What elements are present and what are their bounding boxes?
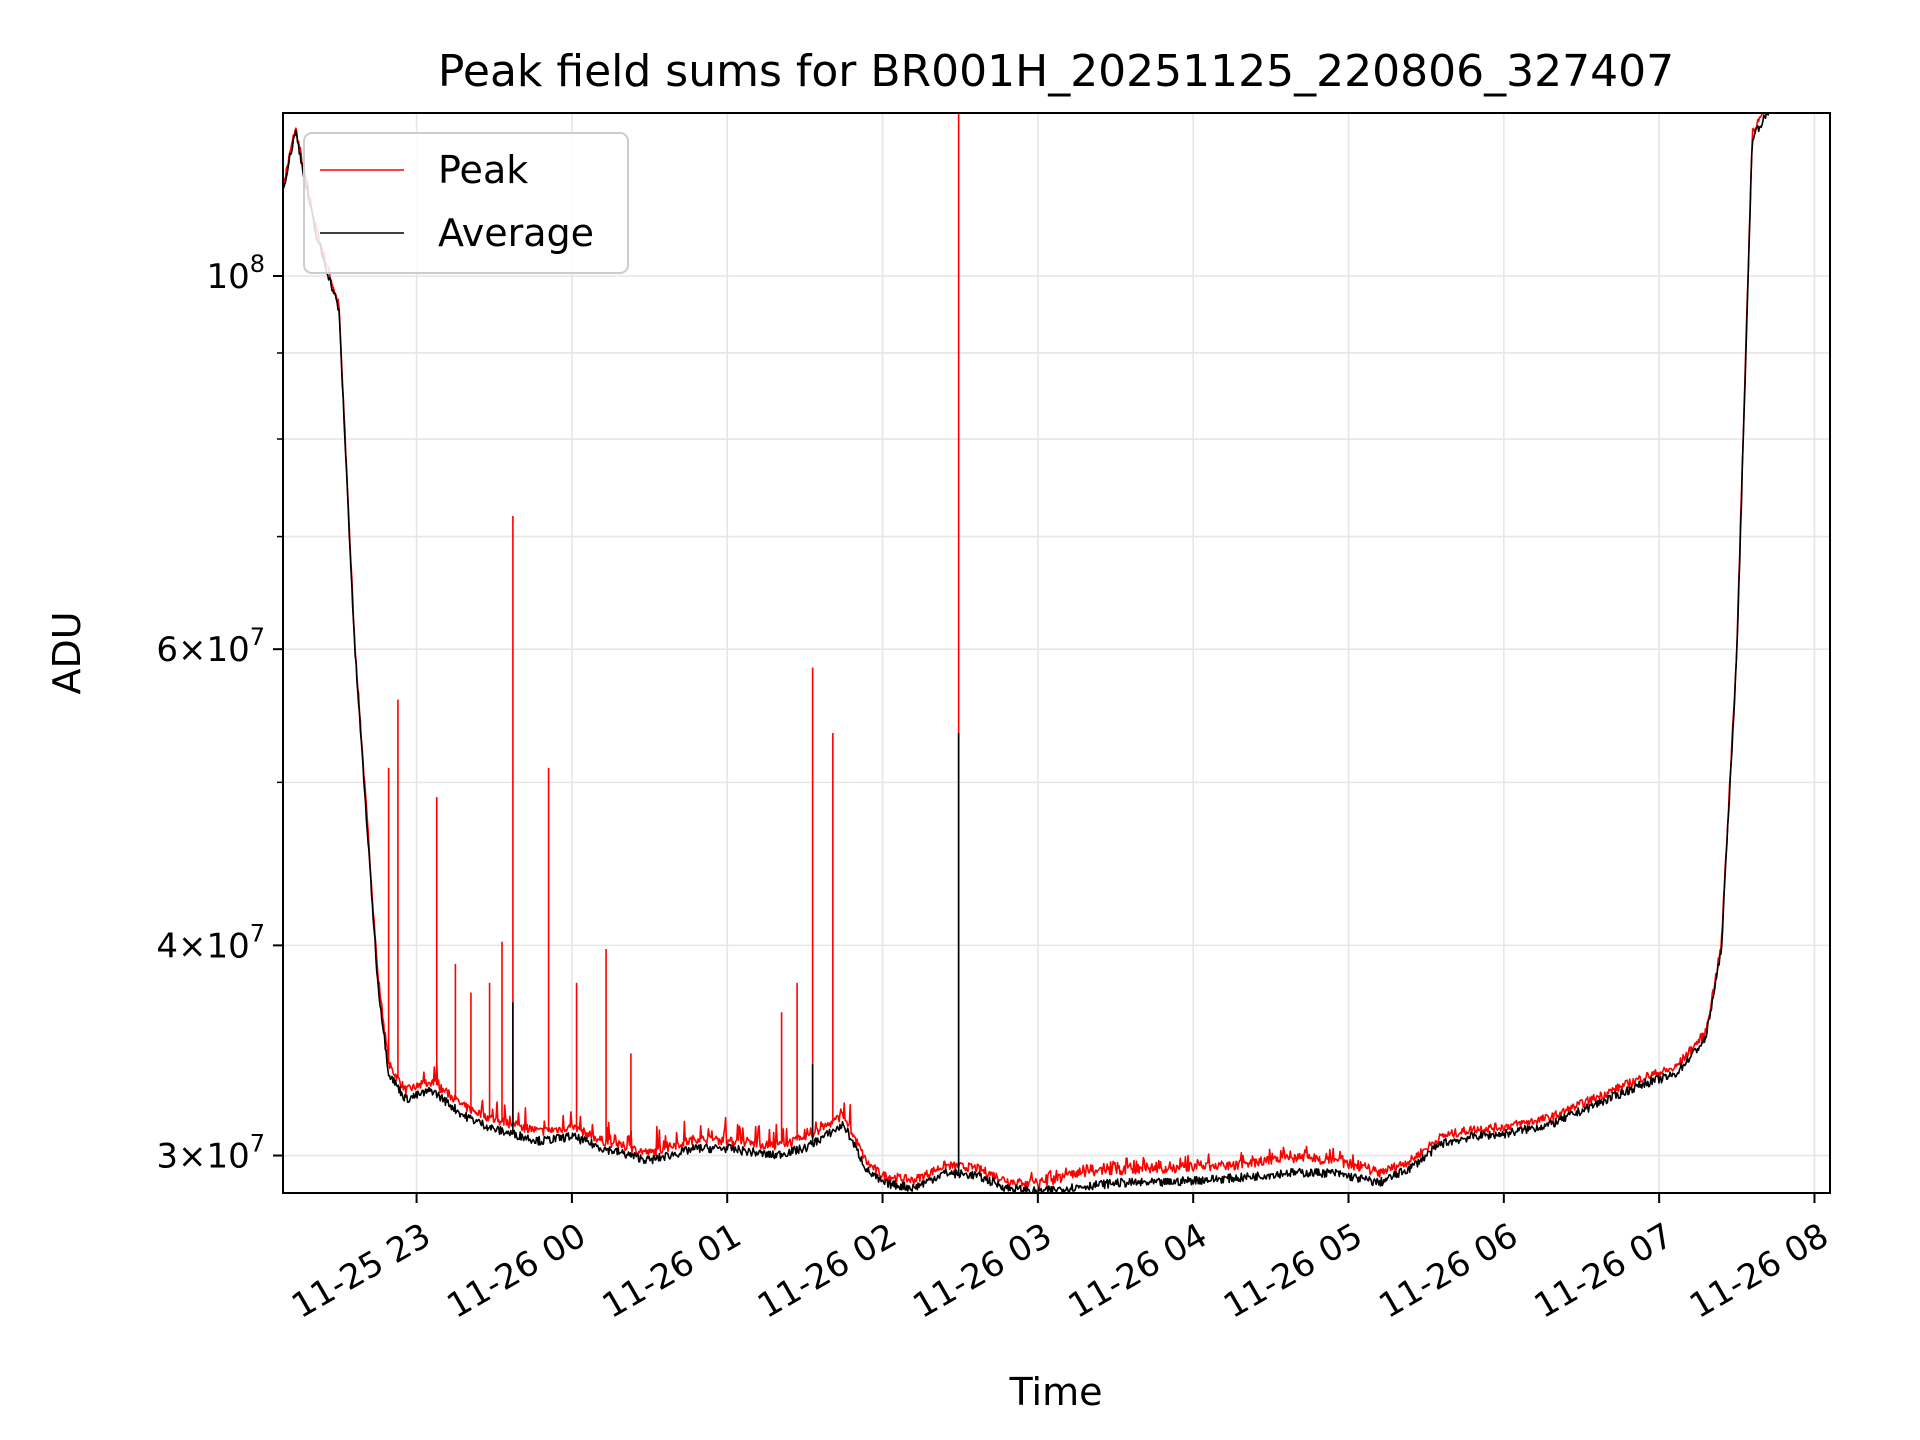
y-tick-label: 4×107 [156, 919, 265, 966]
y-tick-label: 108 [206, 250, 265, 297]
series-line-peak [283, 113, 1766, 1189]
series-layer [283, 113, 1770, 1193]
chart-title: Peak field sums for BR001H_20251125_2208… [438, 46, 1674, 97]
series-line-average [283, 113, 1770, 1193]
plot-frame [282, 112, 1831, 1194]
y-tick-label: 3×107 [156, 1130, 265, 1177]
y-tick-label: 6×107 [156, 623, 265, 670]
legend: Peak Average [303, 132, 629, 274]
grid [283, 113, 1830, 1193]
y-axis-label: ADU [45, 611, 89, 694]
x-axis-label: Time [1009, 1370, 1103, 1414]
legend-box [303, 132, 629, 274]
legend-peak-label: Peak [438, 148, 528, 192]
legend-average-label: Average [438, 211, 594, 255]
